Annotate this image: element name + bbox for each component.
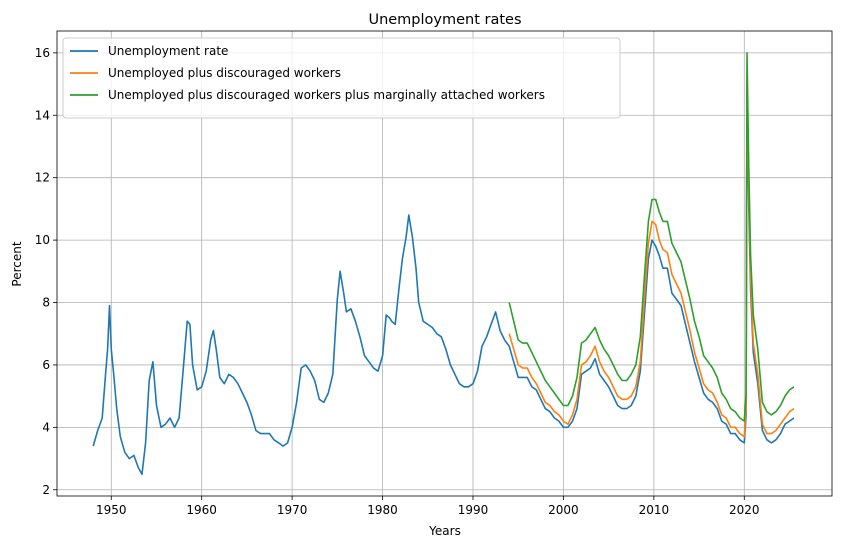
y-tick-label: 12 bbox=[35, 171, 50, 185]
x-tick-label: 1970 bbox=[277, 503, 308, 517]
legend-box bbox=[62, 37, 621, 119]
y-axis: 2 4 6 8 10 12 14 16 bbox=[35, 46, 57, 497]
x-tick-label: 1960 bbox=[186, 503, 217, 517]
x-tick-label: 1980 bbox=[367, 503, 398, 517]
y-tick-label: 10 bbox=[35, 233, 50, 247]
y-tick-label: 14 bbox=[35, 108, 50, 122]
y-tick-label: 16 bbox=[35, 46, 50, 60]
x-axis-title: Years bbox=[428, 524, 461, 538]
x-axis: 1950 1960 1970 1980 1990 2000 2010 2020 bbox=[96, 496, 760, 517]
x-tick-label: 2010 bbox=[639, 503, 670, 517]
x-tick-label: 1950 bbox=[96, 503, 127, 517]
y-tick-label: 4 bbox=[42, 420, 50, 434]
chart-title: Unemployment rates bbox=[368, 12, 521, 28]
legend-label-2: Unemployed plus discouraged workers bbox=[108, 66, 341, 80]
series-line-3 bbox=[508, 52, 795, 422]
x-tick-label: 2020 bbox=[729, 503, 760, 517]
legend-label-3: Unemployed plus discouraged workers plus… bbox=[108, 88, 545, 102]
y-tick-label: 8 bbox=[42, 296, 50, 310]
x-tick-label: 2000 bbox=[548, 503, 579, 517]
y-axis-title: Percent bbox=[10, 241, 24, 286]
y-tick-label: 6 bbox=[42, 358, 50, 372]
series-layer bbox=[92, 52, 795, 475]
plot-frame bbox=[56, 30, 833, 497]
legend: Unemployment rate Unemployed plus discour… bbox=[62, 37, 621, 119]
series-line-1 bbox=[92, 92, 795, 475]
y-tick-label: 2 bbox=[42, 483, 50, 497]
x-tick-label: 1990 bbox=[458, 503, 489, 517]
legend-label-1: Unemployment rate bbox=[108, 44, 228, 58]
